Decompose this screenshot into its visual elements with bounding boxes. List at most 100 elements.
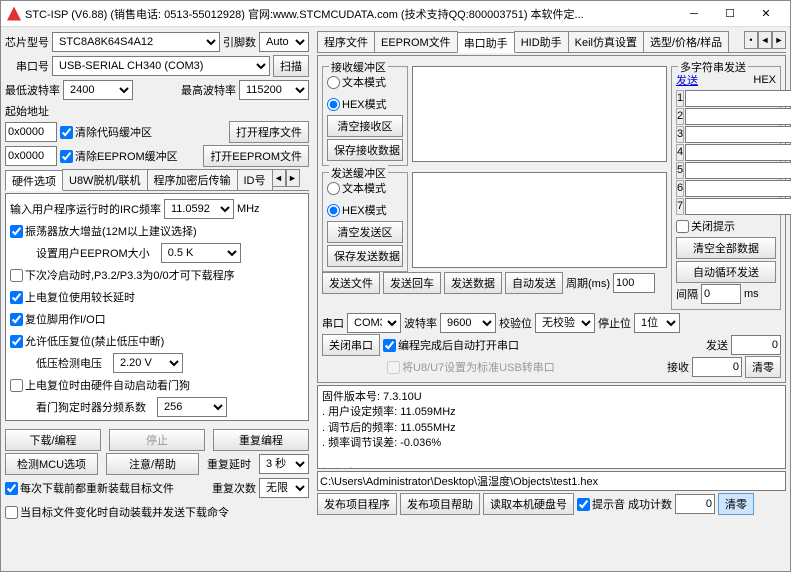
irc-select[interactable]: 11.0592 [164, 199, 234, 219]
tab-prev-icon[interactable]: ◄ [272, 169, 286, 187]
ms-text-input[interactable] [685, 90, 791, 107]
send-cr-button[interactable]: 发送回车 [383, 272, 441, 294]
tab-u8w[interactable]: U8W脱机/联机 [62, 169, 148, 190]
period-input[interactable] [613, 273, 655, 293]
clear-count-button[interactable]: 清零 [745, 356, 781, 378]
port-label: 串口号 [16, 58, 49, 74]
ms-text-input[interactable] [685, 162, 791, 179]
rx-textarea[interactable] [412, 66, 667, 162]
ms-row-num[interactable]: 5 [676, 162, 684, 179]
save-tx-button[interactable]: 保存发送数据 [327, 245, 403, 267]
ms-row-num[interactable]: 4 [676, 144, 684, 161]
tab-hid[interactable]: HID助手 [514, 31, 569, 52]
tab-next-icon[interactable]: ► [286, 169, 300, 187]
addr1-input[interactable] [5, 122, 57, 142]
eeprom-size-select[interactable]: 0.5 K [161, 243, 241, 263]
rx-text-radio[interactable] [327, 76, 340, 89]
rtab-dot-icon[interactable]: • [744, 31, 758, 49]
read-disk-button[interactable]: 读取本机硬盘号 [483, 493, 574, 515]
wdt-select[interactable]: 256 [157, 397, 227, 417]
clear-code-checkbox[interactable] [60, 126, 73, 139]
rx-hex-radio[interactable] [327, 98, 340, 111]
ms-row-num[interactable]: 2 [676, 108, 684, 125]
tab-serial[interactable]: 串口助手 [457, 32, 515, 53]
stop-button[interactable]: 停止 [109, 429, 205, 451]
window-title: STC-ISP (V6.88) (销售电话: 0513-55012928) 官网… [25, 6, 676, 22]
close-button[interactable]: ✕ [748, 3, 784, 25]
interval-input[interactable] [701, 284, 741, 304]
ms-row-num[interactable]: 1 [676, 90, 684, 107]
tab-id[interactable]: ID号 [237, 169, 273, 190]
minbaud-select[interactable]: 2400 [63, 80, 133, 100]
clear-tx-button[interactable]: 清空发送区 [327, 221, 403, 243]
path-input[interactable] [317, 471, 786, 491]
help-button[interactable]: 注意/帮助 [106, 453, 199, 475]
clear-eeprom-checkbox[interactable] [60, 150, 73, 163]
serial-port-select[interactable]: COM3 [347, 313, 401, 333]
beep-checkbox[interactable] [577, 498, 590, 511]
ms-text-input[interactable] [685, 108, 791, 125]
save-rx-button[interactable]: 保存接收数据 [327, 139, 403, 161]
tab-hardware[interactable]: 硬件选项 [5, 170, 63, 191]
parity-select[interactable]: 无校验 [535, 313, 595, 333]
opt6-checkbox[interactable] [10, 379, 23, 392]
send-file-button[interactable]: 发送文件 [322, 272, 380, 294]
minimize-button[interactable]: ─ [676, 3, 712, 25]
repeat-delay-select[interactable]: 3 秒 [259, 454, 309, 474]
repeat-count-select[interactable]: 无限 [259, 478, 309, 498]
auto-reload-checkbox[interactable] [5, 506, 18, 519]
ms-text-input[interactable] [685, 198, 791, 215]
maximize-button[interactable]: ☐ [712, 3, 748, 25]
auto-open-checkbox[interactable] [383, 339, 396, 352]
download-button[interactable]: 下载/编程 [5, 429, 101, 451]
clear-all-button[interactable]: 清空全部数据 [676, 237, 776, 259]
auto-send-button[interactable]: 自动发送 [505, 272, 563, 294]
pins-label: 引脚数 [223, 34, 256, 50]
ms-row-num[interactable]: 6 [676, 180, 684, 197]
ms-row-num[interactable]: 7 [676, 198, 684, 215]
ms-row-num[interactable]: 3 [676, 126, 684, 143]
ms-text-input[interactable] [685, 126, 791, 143]
tab-program[interactable]: 程序文件 [317, 31, 375, 52]
opt3-checkbox[interactable] [10, 291, 23, 304]
chip-select[interactable]: STC8A8K64S4A12 [52, 32, 220, 52]
open-eeprom-button[interactable]: 打开EEPROM文件 [203, 145, 309, 167]
addr2-input[interactable] [5, 146, 57, 166]
status-box: 固件版本号: 7.3.10U . 用户设定频率: 11.059MHz . 调节后… [317, 385, 786, 469]
close-hint-checkbox[interactable] [676, 220, 689, 233]
opt1-checkbox[interactable] [10, 225, 23, 238]
rtab-next-icon[interactable]: ► [772, 31, 786, 49]
app-icon [7, 7, 21, 21]
send-data-button[interactable]: 发送数据 [444, 272, 502, 294]
tx-textarea[interactable] [412, 172, 667, 268]
scan-button[interactable]: 扫描 [273, 55, 309, 77]
auto-loop-button[interactable]: 自动循环发送 [676, 261, 776, 283]
lv-select[interactable]: 2.20 V [113, 353, 183, 373]
maxbaud-select[interactable]: 115200 [239, 80, 309, 100]
opt2-checkbox[interactable] [10, 269, 23, 282]
clear-success-button[interactable]: 清零 [718, 493, 754, 515]
reload-checkbox[interactable] [5, 482, 18, 495]
opt5-checkbox[interactable] [10, 335, 23, 348]
publish-prog-button[interactable]: 发布项目程序 [317, 493, 397, 515]
rtab-prev-icon[interactable]: ◄ [758, 31, 772, 49]
close-port-button[interactable]: 关闭串口 [322, 334, 380, 356]
detect-button[interactable]: 检测MCU选项 [5, 453, 98, 475]
stopbit-select[interactable]: 1位 [634, 313, 680, 333]
tab-price[interactable]: 选型/价格/样品 [643, 31, 729, 52]
pins-select[interactable]: Auto [259, 32, 309, 52]
open-code-button[interactable]: 打开程序文件 [229, 121, 309, 143]
ms-text-input[interactable] [685, 180, 791, 197]
tab-eeprom-file[interactable]: EEPROM文件 [374, 31, 458, 52]
tx-hex-radio[interactable] [327, 204, 340, 217]
publish-help-button[interactable]: 发布项目帮助 [400, 493, 480, 515]
repeat-button[interactable]: 重复编程 [213, 429, 309, 451]
baud-select[interactable]: 9600 [440, 313, 496, 333]
ms-text-input[interactable] [685, 144, 791, 161]
tx-text-radio[interactable] [327, 182, 340, 195]
opt4-checkbox[interactable] [10, 313, 23, 326]
port-select[interactable]: USB-SERIAL CH340 (COM3) [52, 56, 270, 76]
clear-rx-button[interactable]: 清空接收区 [327, 115, 403, 137]
tab-encrypt[interactable]: 程序加密后传输 [147, 169, 238, 190]
tab-keil[interactable]: Keil仿真设置 [568, 31, 644, 52]
